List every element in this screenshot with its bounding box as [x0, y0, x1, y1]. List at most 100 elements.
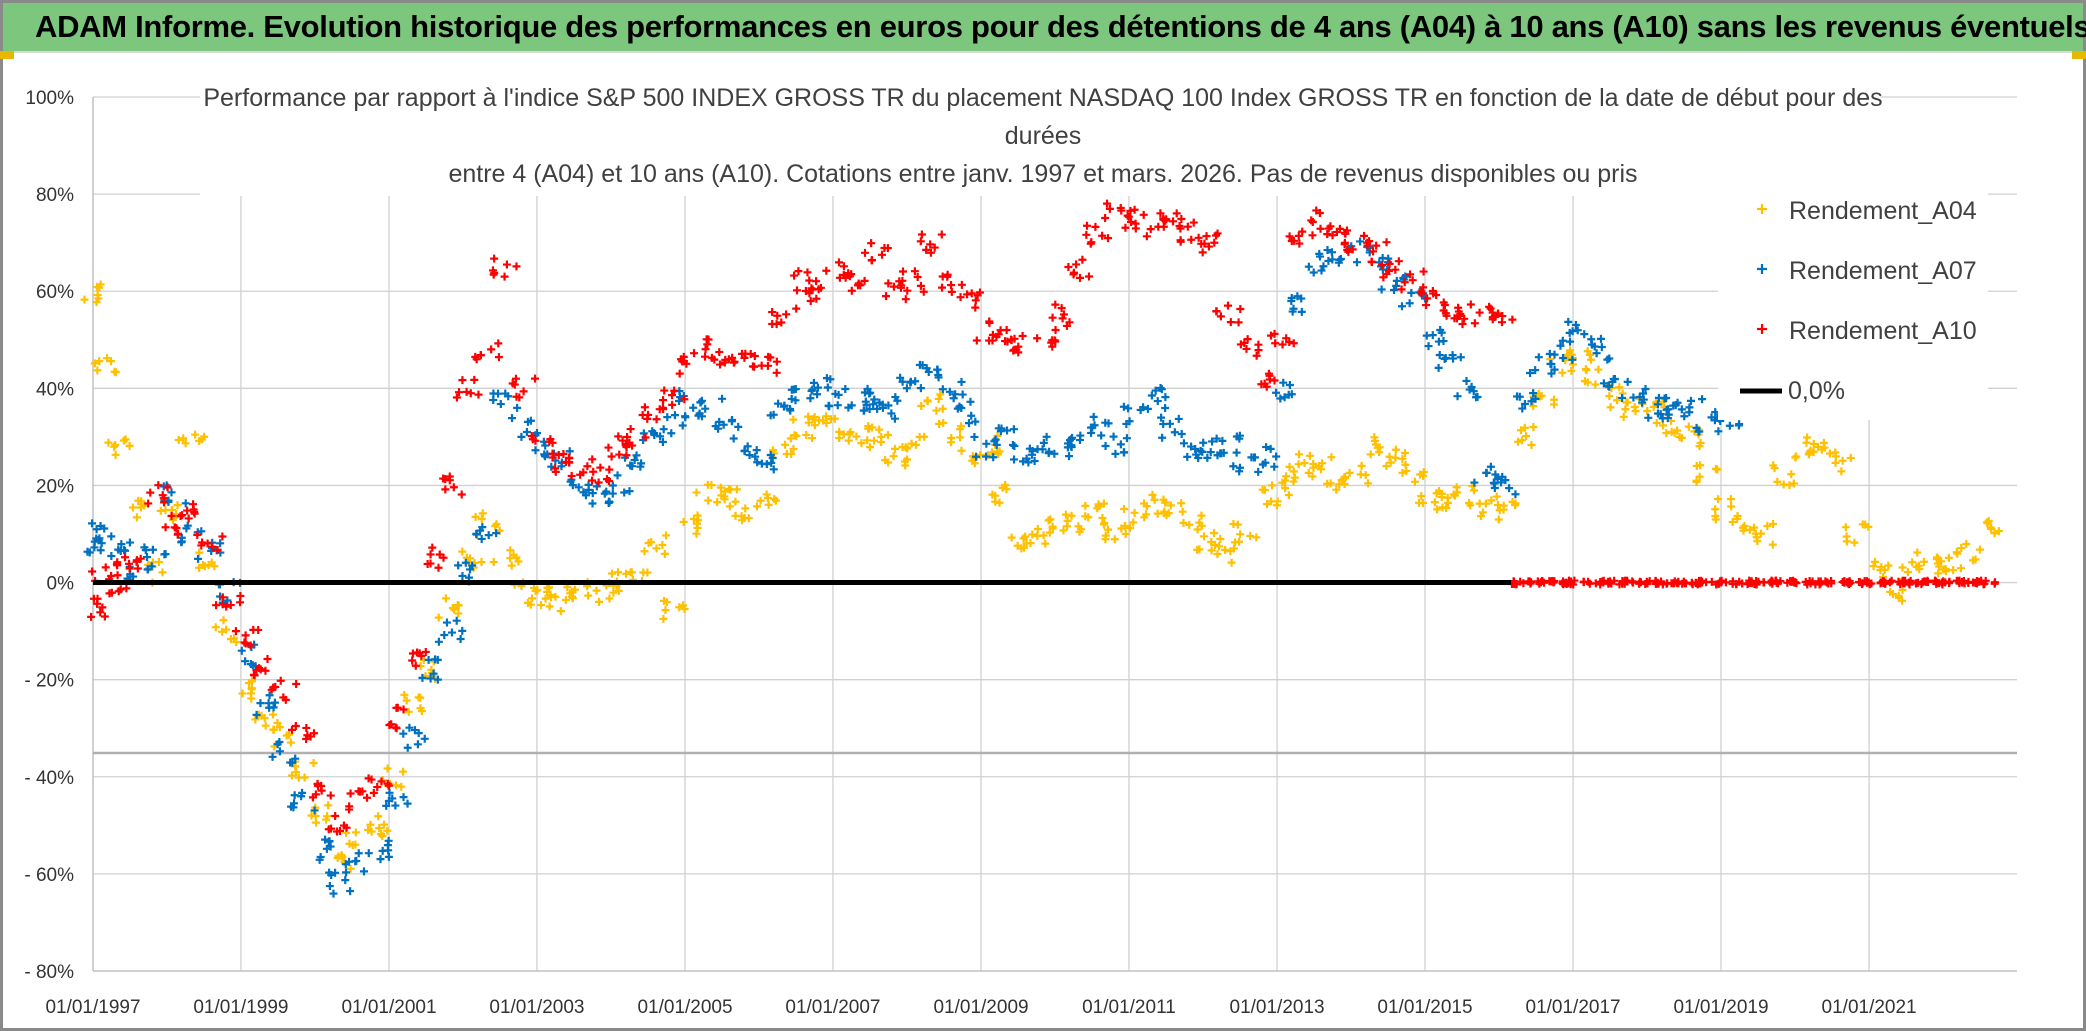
rendement-a10-point — [1204, 242, 1213, 251]
rendement-a07-point — [841, 384, 850, 393]
rendement-a07-point — [1453, 392, 1462, 401]
rendement-a04-point — [1130, 508, 1139, 517]
rendement-a10-point — [1417, 289, 1426, 298]
rendement-a07-point — [949, 394, 958, 403]
rendement-a07-point — [237, 646, 246, 655]
rendement-a10-point — [1945, 579, 1954, 588]
rendement-a07-point — [1462, 376, 1471, 385]
rendement-a04-point — [1809, 439, 1818, 448]
rendement-a07-point — [1177, 430, 1186, 439]
rendement-a07-point — [1194, 454, 1203, 463]
rendement-a10-point — [916, 281, 925, 290]
rendement-a04-point — [1792, 452, 1801, 461]
rendement-a04-point — [1861, 520, 1870, 529]
rendement-a10-point — [1236, 340, 1245, 349]
rendement-a07-point — [88, 519, 97, 528]
rendement-a10-point — [1629, 578, 1638, 587]
rendement-a04-point — [1305, 451, 1314, 460]
rendement-a04-point — [1613, 396, 1622, 405]
rendement-a10-point — [1018, 331, 1027, 340]
rendement-a04-point — [199, 560, 208, 569]
rendement-a07-point — [588, 499, 597, 508]
rendement-a07-point — [1019, 457, 1028, 466]
rendement-a04-point — [348, 841, 357, 850]
x-tick-label: 01/01/2013 — [1230, 997, 1325, 1018]
rendement-a10-point — [883, 244, 892, 253]
rendement-a07-point — [719, 420, 728, 429]
rendement-a10-point — [1460, 314, 1469, 323]
rendement-a04-point — [1915, 565, 1924, 574]
rendement-a10-point — [435, 550, 444, 559]
rendement-a07-point — [391, 801, 400, 810]
rendement-a04-point — [1443, 493, 1452, 502]
rendement-a04-point — [1769, 520, 1778, 529]
rendement-a07-point — [1276, 394, 1285, 403]
rendement-a10-point — [565, 453, 574, 462]
rendement-a04-point — [1041, 539, 1050, 548]
rendement-a04-point — [789, 415, 798, 424]
rendement-a04-point — [1606, 403, 1615, 412]
rendement-a04-point — [662, 531, 671, 540]
rendement-a04-point — [810, 421, 819, 430]
rendement-a07-point — [1324, 256, 1333, 265]
rendement-a04-point — [884, 458, 893, 467]
rendement-a10-point — [1243, 335, 1252, 344]
rendement-a10-point — [1743, 580, 1752, 589]
rendement-a07-point — [1623, 377, 1632, 386]
rendement-a10-point — [679, 352, 688, 361]
rendement-a10-point — [531, 436, 540, 445]
rendement-a07-point — [1328, 255, 1337, 264]
rendement-a07-point — [1505, 484, 1514, 493]
rendement-a07-point — [1527, 397, 1536, 406]
legend: Rendement_A04 Rendement_A07 Rendement_A10 0… — [1718, 182, 1988, 420]
rendement-a04-point — [1643, 407, 1652, 416]
rendement-a10-point — [583, 462, 592, 471]
rendement-a04-point — [1386, 458, 1395, 467]
rendement-a04-point — [1382, 462, 1391, 471]
rendement-a04-point — [489, 558, 498, 567]
rendement-a10-point — [408, 656, 417, 665]
rendement-a07-point — [970, 432, 979, 441]
rendement-a07-point — [1571, 320, 1580, 329]
rendement-a07-point — [757, 459, 766, 468]
rendement-a10-point — [392, 703, 401, 712]
rendement-a04-point — [1514, 437, 1523, 446]
rendement-a04-point — [1884, 561, 1893, 570]
rendement-a04-point — [111, 368, 120, 377]
rendement-a04-point — [659, 614, 668, 623]
x-tick-label: 01/01/1999 — [193, 997, 288, 1018]
rendement-a10-point — [1271, 339, 1280, 348]
rendement-a07-point — [915, 360, 924, 369]
rendement-a10-point — [604, 443, 613, 452]
rendement-a07-point — [774, 399, 783, 408]
rendement-a07-point — [982, 452, 991, 461]
rendement-a04-point — [322, 815, 331, 824]
rendement-a04-point — [976, 450, 985, 459]
rendement-a04-point — [988, 448, 997, 457]
rendement-a07-point — [433, 675, 442, 684]
rendement-a04-point — [1487, 496, 1496, 505]
rendement-a04-point — [106, 357, 115, 366]
rendement-a04-point — [810, 412, 819, 421]
rendement-a07-point — [342, 868, 351, 877]
rendement-a04-point — [1908, 558, 1917, 567]
rendement-a10-point — [369, 788, 378, 797]
rendement-a07-point — [1605, 354, 1614, 363]
rendement-a07-point — [729, 434, 738, 443]
rendement-a10-point — [710, 355, 719, 364]
rendement-a07-point — [1448, 351, 1457, 360]
rendement-a04-point — [1020, 543, 1029, 552]
rendement-a10-point — [1198, 248, 1207, 257]
rendement-a07-point — [458, 571, 467, 580]
rendement-a10-point — [100, 612, 109, 621]
rendement-a04-point — [998, 483, 1007, 492]
rendement-a10-point — [856, 281, 865, 290]
rendement-a10-point — [790, 271, 799, 280]
rendement-a04-point — [1842, 532, 1851, 541]
rendement-a04-point — [1987, 524, 1996, 533]
rendement-a07-point — [96, 546, 105, 555]
rendement-a07-point — [1183, 452, 1192, 461]
rendement-a04-point — [211, 623, 220, 632]
rendement-a07-point — [325, 882, 334, 891]
rendement-a10-point — [901, 295, 910, 304]
